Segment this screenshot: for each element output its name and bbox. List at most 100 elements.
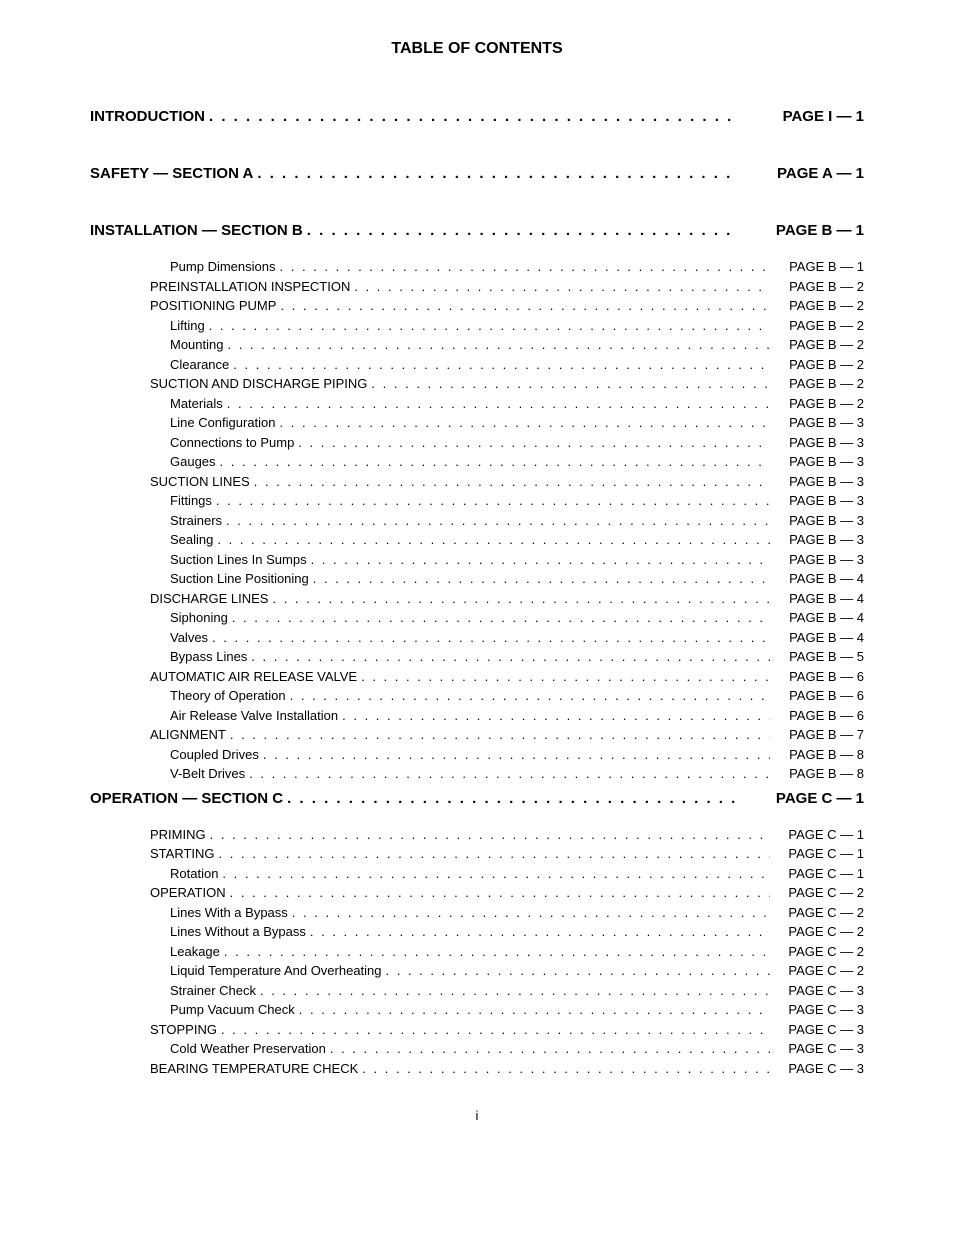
toc-entry: Lines With a BypassPAGE C — 2	[90, 903, 864, 923]
toc-entry-page: PAGE B — 6	[770, 667, 864, 687]
toc-entry-label: ALIGNMENT	[150, 725, 226, 745]
toc-leader	[276, 296, 770, 316]
toc-entry: Siphoning PAGE B — 4	[90, 608, 864, 628]
toc-leader	[307, 550, 770, 570]
toc-leader	[220, 942, 770, 962]
toc-entry: Suction Line PositioningPAGE B — 4	[90, 569, 864, 589]
toc-entry-page: PAGE B — 2	[770, 316, 864, 336]
toc-entry-page: PAGE B — 4	[770, 628, 864, 648]
toc-entry-label: OPERATION	[150, 883, 226, 903]
toc-entry-page: PAGE C — 1	[770, 864, 864, 884]
toc-leader	[288, 903, 770, 923]
page-title: TABLE OF CONTENTS	[90, 40, 864, 58]
toc-entry-page: PAGE B — 6	[770, 686, 864, 706]
toc-entry-label: PRIMING	[150, 825, 206, 845]
toc-entry-label: BEARING TEMPERATURE CHECK	[150, 1059, 358, 1079]
page-number: i	[90, 1108, 864, 1123]
toc-leader	[283, 790, 736, 807]
toc-leader	[205, 316, 770, 336]
toc-entry-label: POSITIONING PUMP	[150, 296, 276, 316]
toc-entry-page: PAGE B — 3	[770, 550, 864, 570]
toc-entry-label: Rotation	[170, 864, 218, 884]
toc-entry: Valves PAGE B — 4	[90, 628, 864, 648]
toc-entry: AUTOMATIC AIR RELEASE VALVEPAGE B — 6	[90, 667, 864, 687]
toc-entry-label: Liquid Temperature And Overheating	[170, 961, 382, 981]
toc-entry-label: Pump Dimensions	[170, 257, 276, 277]
toc-leader	[253, 165, 736, 182]
toc-entry-page: PAGE B — 1	[770, 257, 864, 277]
toc-entry-label: V-Belt Drives	[170, 764, 245, 784]
toc-entry-label: Fittings	[170, 491, 212, 511]
toc-entry-label: Theory of Operation	[170, 686, 286, 706]
toc-leader	[294, 433, 770, 453]
toc-entry-label: Coupled Drives	[170, 745, 259, 765]
toc-entry: Strainer CheckPAGE C — 3	[90, 981, 864, 1001]
toc-entry-page: PAGE B — 2	[770, 335, 864, 355]
toc-entry: Cold Weather PreservationPAGE C — 3	[90, 1039, 864, 1059]
toc-entry-page: PAGE B — 8	[770, 764, 864, 784]
toc-leader	[309, 569, 770, 589]
toc-leader	[286, 686, 770, 706]
toc-entry-page: PAGE B — 3	[770, 433, 864, 453]
toc-entry: OPERATION PAGE C — 2	[90, 883, 864, 903]
toc-leader	[216, 452, 770, 472]
toc-entry-label: STOPPING	[150, 1020, 217, 1040]
toc-entry-label: Suction Lines In Sumps	[170, 550, 307, 570]
toc-entry-page: PAGE B — 3	[770, 491, 864, 511]
toc-section: OPERATION — SECTION CPAGE C — 1	[90, 790, 864, 807]
toc-entry-label: Siphoning	[170, 608, 228, 628]
toc-entry-label: PREINSTALLATION INSPECTION	[150, 277, 350, 297]
toc-leader	[245, 764, 770, 784]
toc-section: INTRODUCTIONPAGE I — 1	[90, 108, 864, 125]
toc-entry-page: PAGE B — 2	[770, 374, 864, 394]
toc-entry: LiftingPAGE B — 2	[90, 316, 864, 336]
toc-section: INSTALLATION — SECTION BPAGE B — 1	[90, 222, 864, 239]
toc-leader	[358, 1059, 770, 1079]
toc-entry: STARTING PAGE C — 1	[90, 844, 864, 864]
toc-leader	[382, 961, 770, 981]
toc-entry: Connections to Pump PAGE B — 3	[90, 433, 864, 453]
toc-entry: POSITIONING PUMP PAGE B — 2	[90, 296, 864, 316]
toc-entry-label: Lines Without a Bypass	[170, 922, 306, 942]
toc-entry: PREINSTALLATION INSPECTIONPAGE B — 2	[90, 277, 864, 297]
toc-entry-label: Valves	[170, 628, 208, 648]
toc-entry-page: PAGE B — 4	[770, 589, 864, 609]
toc-leader	[228, 608, 770, 628]
toc-entry-page: PAGE B — 8	[770, 745, 864, 765]
toc-entry-page: PAGE B — 5	[770, 647, 864, 667]
toc-leader	[213, 530, 770, 550]
toc-entry-page: PAGE C — 1	[770, 844, 864, 864]
toc-entry-label: Sealing	[170, 530, 213, 550]
toc-entry-label: DISCHARGE LINES	[150, 589, 268, 609]
toc-leader	[247, 647, 770, 667]
toc-entry-label: Connections to Pump	[170, 433, 294, 453]
toc-entry-label: Cold Weather Preservation	[170, 1039, 326, 1059]
toc-entry: Liquid Temperature And OverheatingPAGE C…	[90, 961, 864, 981]
toc-entry: ClearancePAGE B — 2	[90, 355, 864, 375]
toc-leader	[306, 922, 770, 942]
toc-entry-label: Strainer Check	[170, 981, 256, 1001]
toc-leader	[205, 108, 736, 125]
toc-entry-page: PAGE B — 3	[770, 530, 864, 550]
toc-entry-page: PAGE C — 2	[770, 903, 864, 923]
toc-entry-label: STARTING	[150, 844, 215, 864]
toc-section: SAFETY — SECTION APAGE A — 1	[90, 165, 864, 182]
toc-entry-label: Line Configuration	[170, 413, 276, 433]
toc-entry-page: PAGE B — 6	[770, 706, 864, 726]
toc-leader	[276, 413, 770, 433]
toc-leader	[212, 491, 770, 511]
toc-entry-page: PAGE C — 2	[770, 883, 864, 903]
toc-leader	[223, 394, 770, 414]
toc-entry-label: Bypass Lines	[170, 647, 247, 667]
toc-entry: Line ConfigurationPAGE B — 3	[90, 413, 864, 433]
toc-entry-label: Mounting	[170, 335, 223, 355]
toc-entry-page: PAGE B — 4	[770, 608, 864, 628]
toc-leader	[338, 706, 770, 726]
toc-leader	[229, 355, 770, 375]
toc-entry-page: PAGE C — 3	[770, 1059, 864, 1079]
toc-entry: Fittings PAGE B — 3	[90, 491, 864, 511]
toc-entry-page: PAGE B — 2	[770, 296, 864, 316]
toc-entry: MaterialsPAGE B — 2	[90, 394, 864, 414]
toc-entry: Coupled Drives PAGE B — 8	[90, 745, 864, 765]
toc-entry: LeakagePAGE C — 2	[90, 942, 864, 962]
